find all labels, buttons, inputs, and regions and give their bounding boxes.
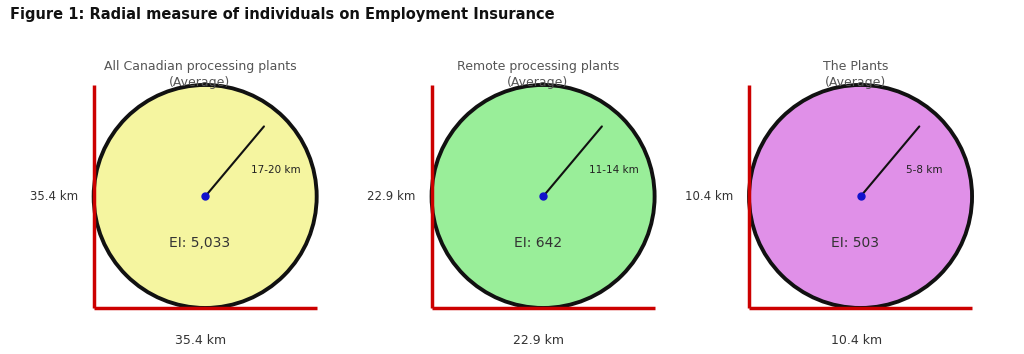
Circle shape [93,85,316,308]
Text: 5-8 km: 5-8 km [906,165,943,175]
Text: 22.9 km: 22.9 km [368,190,416,203]
Text: (Average): (Average) [169,76,230,88]
Text: EI: 642: EI: 642 [514,236,562,250]
Text: (Average): (Average) [507,76,568,88]
Text: 17-20 km: 17-20 km [251,165,301,175]
Text: Figure 1: Radial measure of individuals on Employment Insurance: Figure 1: Radial measure of individuals … [10,7,555,22]
Text: 10.4 km: 10.4 km [685,190,733,203]
Text: EI: 5,033: EI: 5,033 [169,236,230,250]
Circle shape [749,85,972,308]
Text: 35.4 km: 35.4 km [30,190,78,203]
Text: The Plants: The Plants [822,60,888,73]
Text: (Average): (Average) [824,76,886,88]
Text: Remote processing plants: Remote processing plants [457,60,618,73]
Text: 11-14 km: 11-14 km [589,165,639,175]
Text: All Canadian processing plants: All Canadian processing plants [103,60,296,73]
Text: 35.4 km: 35.4 km [175,334,226,347]
Text: EI: 503: EI: 503 [831,236,880,250]
Text: 10.4 km: 10.4 km [830,334,882,347]
Circle shape [431,85,654,308]
Text: 22.9 km: 22.9 km [513,334,564,347]
